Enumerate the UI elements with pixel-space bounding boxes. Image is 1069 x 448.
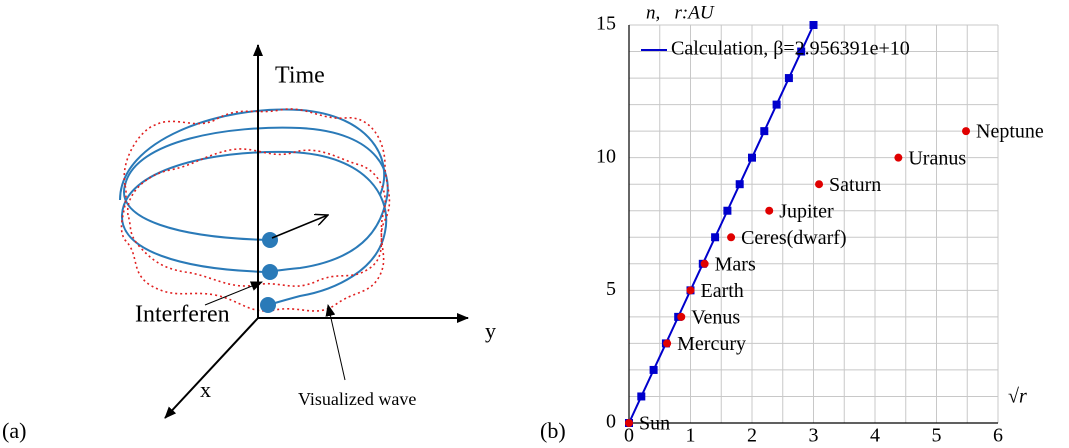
dot <box>262 264 278 280</box>
panel-label: (b) <box>540 418 566 443</box>
x-tick-label: 1 <box>686 425 696 447</box>
legend-label: Calculation, β=2.956391e+10 <box>671 38 910 60</box>
x-axis <box>164 317 259 419</box>
wave-loop <box>122 126 389 273</box>
calc-point <box>735 180 744 189</box>
y-tick-label: 0 <box>606 411 616 433</box>
calc-point <box>760 127 769 136</box>
wave-label: Visualized wave <box>298 389 416 409</box>
calc-point <box>772 100 781 109</box>
calc-point <box>748 153 756 162</box>
pointer <box>204 281 263 306</box>
calc-point <box>711 233 720 242</box>
visualized-wave <box>120 108 391 312</box>
x-tick-label: 2 <box>747 425 757 447</box>
calc-point <box>723 206 732 215</box>
planet-point <box>962 127 971 136</box>
planet-label: Mars <box>715 253 756 275</box>
planet-point <box>815 180 824 189</box>
planet-label: Earth <box>701 280 744 302</box>
planet-point <box>765 206 774 215</box>
panel-label: (a) <box>2 418 26 443</box>
visualized-wave <box>127 148 387 287</box>
diagram: Time y x Interferen Visualized wave <box>119 44 496 419</box>
x-label: x <box>200 377 211 402</box>
dot <box>262 232 278 248</box>
planet-label: Neptune <box>976 121 1044 143</box>
planet-point <box>700 259 709 268</box>
planet-label: Uranus <box>908 147 966 169</box>
x-tick-label: 0 <box>624 425 634 447</box>
planet-label: Venus <box>691 306 740 328</box>
y-tick-label: 10 <box>596 145 616 167</box>
planet-label: Sun <box>639 413 670 435</box>
time-label: Time <box>275 63 325 89</box>
pointer <box>325 304 346 381</box>
planet-label: Mercury <box>677 333 746 355</box>
planet-label: Jupiter <box>779 200 834 222</box>
arrow <box>271 215 328 239</box>
interference-label: Interferen <box>135 302 230 328</box>
calc-point <box>797 47 806 56</box>
calc-point <box>649 365 658 374</box>
y-label: y <box>485 318 496 343</box>
planet-point <box>663 339 672 348</box>
calc-line <box>628 24 815 424</box>
dot <box>260 297 276 313</box>
y-axis-label: n, r:AU <box>646 2 715 23</box>
x-tick-label: 4 <box>870 425 880 447</box>
x-tick-label: 3 <box>809 425 819 447</box>
planet-point <box>727 233 736 242</box>
y-tick-label: 5 <box>606 278 616 300</box>
calc-point <box>809 21 818 29</box>
planet-point <box>677 312 686 321</box>
calc-point <box>637 392 646 401</box>
planet-label: Saturn <box>829 174 881 196</box>
planet-point <box>686 286 695 295</box>
y-tick-label: 15 <box>596 13 616 35</box>
x-tick-label: 6 <box>993 425 1003 447</box>
wave-loop <box>120 150 388 306</box>
planet-point <box>894 153 903 162</box>
calc-point <box>784 74 793 83</box>
planet-point <box>625 419 633 427</box>
planet-label: Ceres(dwarf) <box>741 227 847 249</box>
x-tick-label: 5 <box>932 425 942 447</box>
x-axis-label: √r <box>1008 386 1027 408</box>
